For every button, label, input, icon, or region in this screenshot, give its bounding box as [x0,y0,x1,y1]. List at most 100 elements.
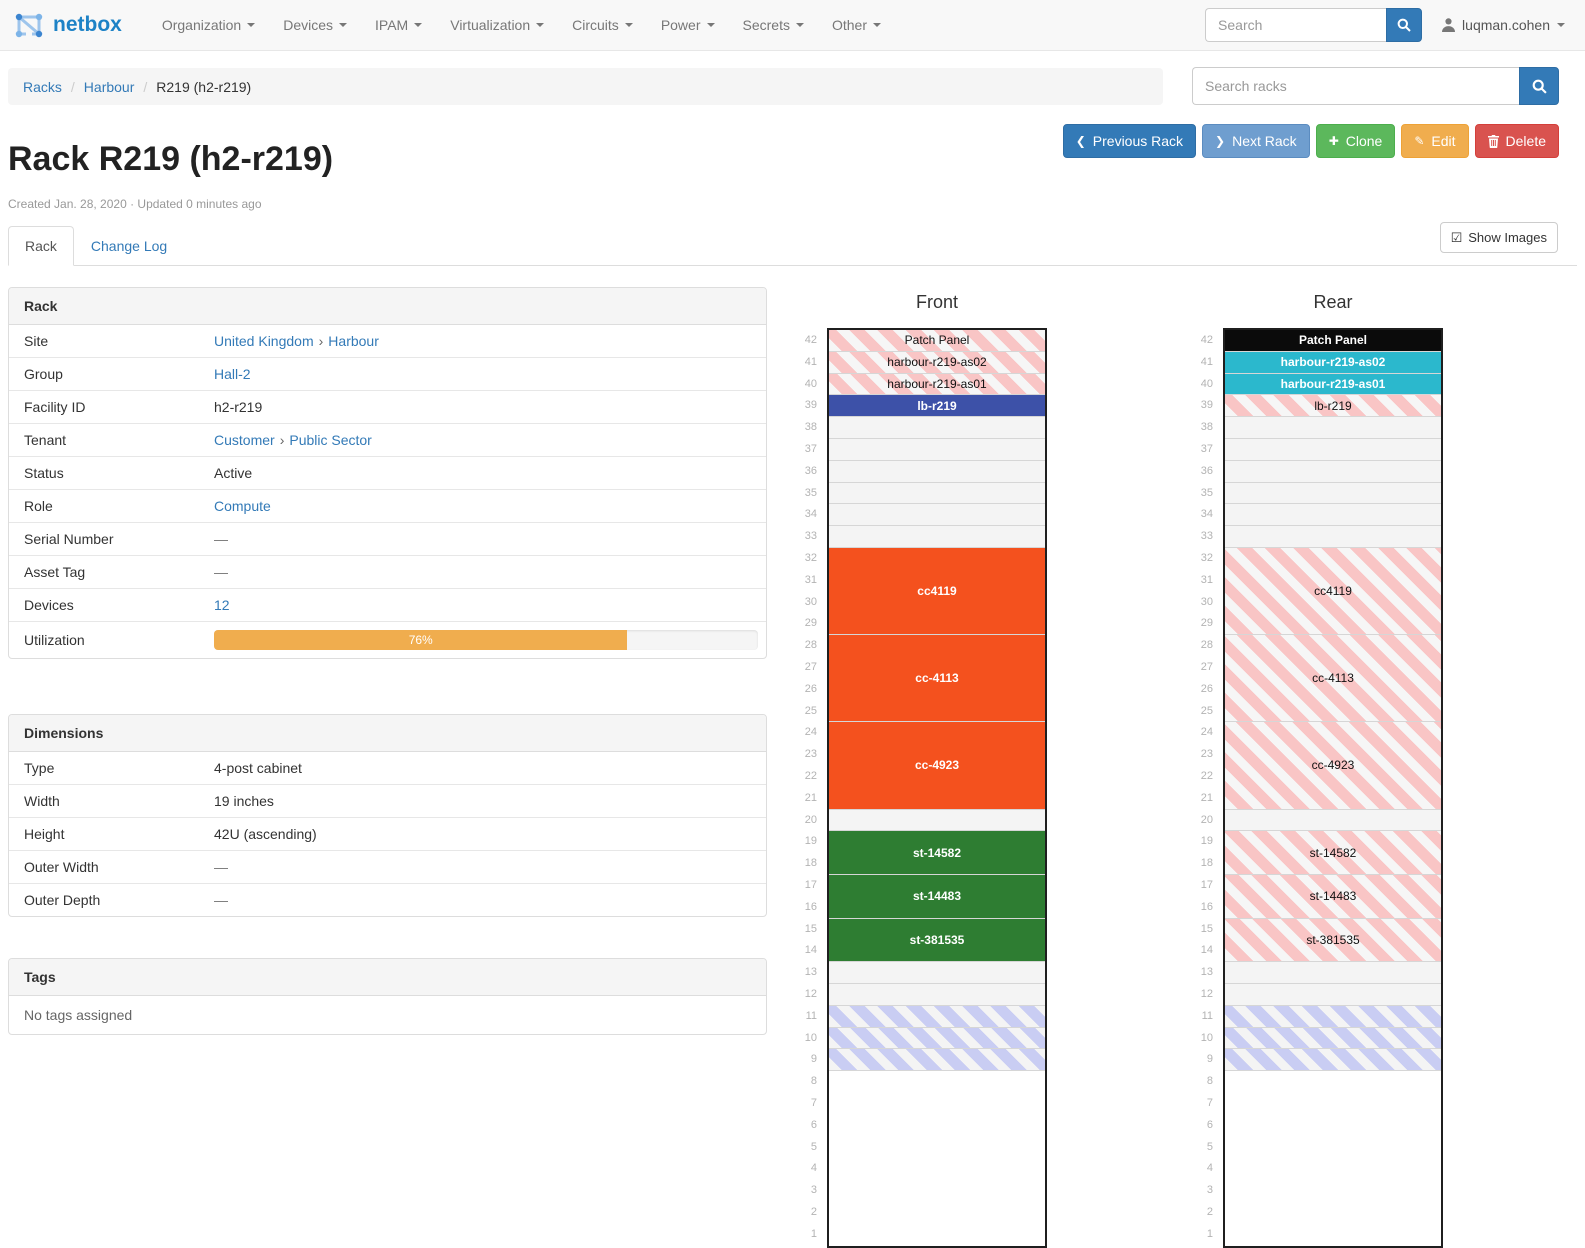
unit-number: 1 [1206,1227,1213,1240]
rack-unit-device-harbour-r219-as01[interactable]: harbour-r219-as01 [829,373,1045,396]
nav-item-virtualization[interactable]: Virtualization [436,0,558,50]
nav-item-other[interactable]: Other [818,0,895,50]
nav-item-ipam[interactable]: IPAM [361,0,436,50]
rack-unit-device-cc4119[interactable]: cc4119 [1225,548,1441,636]
rack-unit-device-st-381535[interactable]: st-381535 [829,918,1045,963]
row-value: — [199,555,766,589]
clone-button[interactable]: ✚ Clone [1315,124,1396,158]
nav-item-power[interactable]: Power [647,0,729,50]
rack-unit-device-lb-r219[interactable]: lb-r219 [1225,395,1441,418]
rack-unit-empty [1225,417,1441,439]
value-link[interactable]: United Kingdom [214,333,314,349]
rack-unit-device-st-381535[interactable]: st-381535 [1225,918,1441,963]
rack-unit-device-st-14483[interactable]: st-14483 [829,875,1045,919]
next-rack-button[interactable]: ❯ Next Rack [1202,124,1310,158]
unit-number: 30 [804,595,817,608]
tags-empty-text: No tags assigned [24,1007,133,1023]
value-link[interactable]: Public Sector [289,432,372,448]
delete-button[interactable]: Delete [1474,124,1559,158]
caret-down-icon [872,23,881,27]
netbox-brand[interactable]: netbox [0,12,132,39]
nav-item-circuits[interactable]: Circuits [558,0,647,50]
row-value: — [199,850,766,884]
rack-unit-device-cc-4113[interactable]: cc-4113 [829,635,1045,723]
unit-number: 22 [804,770,817,782]
value-link[interactable]: Harbour [328,333,379,349]
unit-number: 18 [804,857,817,870]
unit-number: 7 [1206,1097,1213,1109]
unit-number: 30 [1200,595,1213,608]
rack-unit-device-cc4119[interactable]: cc4119 [829,548,1045,636]
rack-unit-device-harbour-r219-as02[interactable]: harbour-r219-as02 [1225,351,1441,374]
device-label: harbour-r219-as02 [887,355,987,370]
rack-unit-device-cc-4113[interactable]: cc-4113 [1225,635,1441,723]
rack-unit-device-harbour-r219-as01[interactable]: harbour-r219-as01 [1225,373,1441,396]
value-link[interactable]: 12 [214,597,230,613]
row-label: Facility ID [9,390,199,424]
rack-unit-device-cc-4923[interactable]: cc-4923 [829,722,1045,810]
row-value: — [199,883,766,916]
breadcrumb-separator: / [70,78,75,95]
rack-search-button[interactable] [1519,67,1559,105]
tab-change-log[interactable]: Change Log [90,238,168,254]
edit-button[interactable]: ✎ Edit [1401,124,1469,158]
unit-number: 16 [804,900,817,913]
rack-unit-empty [829,526,1045,548]
rack-unit-device-patch-panel[interactable]: Patch Panel [829,330,1045,352]
tags-panel: Tags No tags assigned [8,958,767,1035]
rack-unit-device-patch-panel[interactable]: Patch Panel [1225,330,1441,352]
rack-unit-device-cc-4923[interactable]: cc-4923 [1225,722,1441,810]
page-meta: Created Jan. 28, 2020 · Updated 0 minute… [8,197,262,211]
unit-number: 19 [1200,835,1213,848]
rack-unit-device-st-14582[interactable]: st-14582 [829,831,1045,875]
chevron-left-icon: ❮ [1075,134,1086,148]
rack-unit-device-harbour-r219-as02[interactable]: harbour-r219-as02 [829,351,1045,374]
global-search-button[interactable] [1386,8,1423,42]
device-label: st-14483 [912,889,962,904]
username: luqman.cohen [1462,17,1550,33]
front-elevation-title: Front [915,292,958,312]
user-menu[interactable]: luqman.cohen [1442,17,1565,33]
global-search-input[interactable] [1205,8,1387,42]
unit-number: 5 [810,1140,817,1153]
unit-number: 12 [1200,988,1213,1000]
caret-down-icon [414,23,423,27]
tab-rack[interactable]: Rack [8,226,74,266]
rack-unit-device-lb-r219[interactable]: lb-r219 [829,395,1045,418]
value-link[interactable]: Compute [214,498,271,514]
device-label: harbour-r219-as02 [1280,355,1386,370]
rack-unit-device-st-14483[interactable]: st-14483 [1225,875,1441,919]
show-images-button[interactable]: ☑ Show Images [1439,222,1558,253]
table-row-outer-depth: Outer Depth — [9,883,766,916]
previous-rack-button[interactable]: ❮ Previous Rack [1062,124,1197,158]
global-search [1205,8,1423,42]
row-label: Asset Tag [9,555,199,589]
device-label: st-14582 [1309,845,1357,860]
breadcrumb-item-harbour[interactable]: Harbour [83,78,135,95]
row-label: Height [9,817,199,851]
row-label: Site [24,333,49,349]
dimensions-panel: Dimensions Type 4-post cabinet Width 19 inc… [8,714,767,917]
row-label: Devices [9,588,199,622]
rack-unit-device-st-14582[interactable]: st-14582 [1225,831,1441,875]
unit-number: 38 [1200,421,1213,434]
tags-panel-title: Tags [9,959,766,996]
breadcrumb-item-racks[interactable]: Racks [23,78,62,95]
unit-number: 29 [804,617,817,630]
nav-item-devices[interactable]: Devices [269,0,361,50]
value-link[interactable]: Customer [214,432,275,448]
caret-down-icon [624,23,633,27]
nav-item-organization[interactable]: Organization [148,0,269,50]
rack-search-input[interactable] [1192,67,1519,105]
search-icon [1397,18,1411,32]
table-row-asset-tag: Asset Tag — [9,555,766,589]
brand-name: netbox [53,13,122,36]
value-link[interactable]: Hall-2 [214,366,251,382]
show-images-label: Show Images [1468,230,1547,245]
unit-number: 35 [804,486,817,499]
rack-unit-empty [829,809,1045,832]
nav-item-secrets[interactable]: Secrets [729,0,818,50]
table-row-type: Type 4-post cabinet [9,752,766,785]
unit-number: 12 [804,988,817,1000]
unit-number: 3 [1206,1184,1213,1197]
